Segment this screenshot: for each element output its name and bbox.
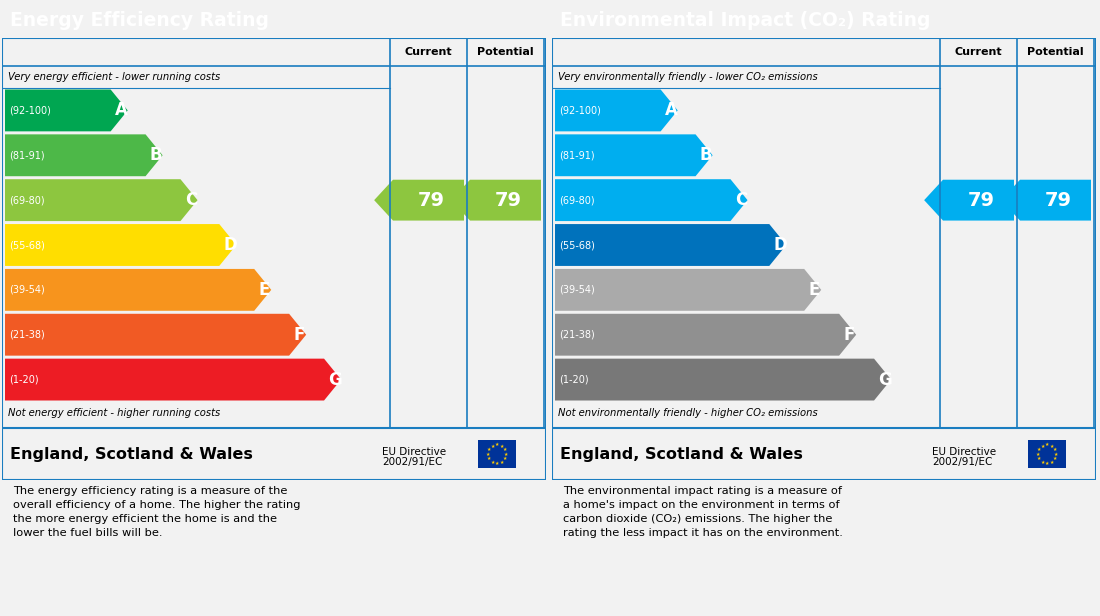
Polygon shape (6, 359, 341, 400)
Polygon shape (6, 134, 163, 176)
Text: ★: ★ (491, 444, 495, 448)
Text: Energy Efficiency Rating: Energy Efficiency Rating (10, 10, 269, 30)
Text: ★: ★ (487, 447, 492, 452)
Text: ★: ★ (1045, 461, 1049, 466)
Text: ★: ★ (495, 442, 499, 447)
Text: 2002/91/EC: 2002/91/EC (382, 457, 442, 467)
Polygon shape (556, 89, 678, 131)
Text: ★: ★ (1054, 452, 1058, 456)
Polygon shape (6, 179, 198, 221)
Text: (69-80): (69-80) (9, 195, 45, 205)
Text: 79: 79 (495, 190, 522, 209)
Text: B: B (700, 146, 713, 164)
Text: (92-100): (92-100) (559, 105, 601, 115)
Bar (1028, 440, 1066, 468)
Text: EU Directive: EU Directive (932, 447, 997, 457)
Text: G: G (878, 371, 892, 389)
Polygon shape (556, 314, 856, 355)
Text: ★: ★ (503, 447, 507, 452)
Text: Potential: Potential (477, 47, 534, 57)
Polygon shape (6, 269, 272, 311)
Text: ★: ★ (1041, 444, 1045, 448)
Text: D: D (223, 236, 238, 254)
Text: EU Directive: EU Directive (382, 447, 447, 457)
Polygon shape (556, 269, 822, 311)
Text: C: C (735, 191, 747, 209)
Text: (39-54): (39-54) (9, 285, 45, 295)
Polygon shape (1001, 180, 1091, 221)
Text: ★: ★ (499, 460, 504, 464)
Polygon shape (6, 224, 236, 266)
Text: ★: ★ (1049, 444, 1054, 448)
Text: ★: ★ (487, 456, 492, 461)
Text: Not energy efficient - higher running costs: Not energy efficient - higher running co… (8, 408, 220, 418)
Text: (92-100): (92-100) (9, 105, 51, 115)
Text: ★: ★ (491, 460, 495, 464)
Text: The energy efficiency rating is a measure of the
overall efficiency of a home. T: The energy efficiency rating is a measur… (13, 487, 300, 538)
Text: ★: ★ (1049, 460, 1054, 464)
Polygon shape (556, 224, 786, 266)
Polygon shape (556, 359, 891, 400)
Text: ★: ★ (1035, 452, 1040, 456)
Text: Current: Current (955, 47, 1002, 57)
Text: E: E (808, 281, 820, 299)
Text: Very energy efficient - lower running costs: Very energy efficient - lower running co… (8, 72, 220, 82)
Text: ★: ★ (1045, 442, 1049, 447)
Polygon shape (556, 134, 713, 176)
Text: England, Scotland & Wales: England, Scotland & Wales (10, 447, 253, 461)
Text: ★: ★ (1037, 456, 1042, 461)
Text: Very environmentally friendly - lower CO₂ emissions: Very environmentally friendly - lower CO… (558, 72, 817, 82)
Text: ★: ★ (1041, 460, 1045, 464)
Text: ★: ★ (1053, 456, 1057, 461)
Text: B: B (150, 146, 163, 164)
Text: Current: Current (405, 47, 452, 57)
Text: C: C (185, 191, 197, 209)
Polygon shape (924, 180, 1014, 221)
Text: (39-54): (39-54) (559, 285, 595, 295)
Text: F: F (294, 326, 305, 344)
Text: (21-38): (21-38) (9, 330, 45, 339)
Text: (81-91): (81-91) (9, 150, 45, 160)
Text: ★: ★ (1053, 447, 1057, 452)
Text: ★: ★ (503, 456, 507, 461)
Text: (55-68): (55-68) (559, 240, 595, 250)
Text: D: D (773, 236, 788, 254)
Bar (478, 440, 516, 468)
Polygon shape (6, 89, 128, 131)
Text: England, Scotland & Wales: England, Scotland & Wales (560, 447, 803, 461)
Text: ★: ★ (1037, 447, 1042, 452)
Text: Environmental Impact (CO₂) Rating: Environmental Impact (CO₂) Rating (560, 10, 931, 30)
Text: ★: ★ (504, 452, 508, 456)
Text: ★: ★ (485, 452, 490, 456)
Polygon shape (374, 180, 464, 221)
Text: (1-20): (1-20) (9, 375, 38, 384)
Text: Potential: Potential (1027, 47, 1084, 57)
Text: (21-38): (21-38) (559, 330, 595, 339)
Text: (69-80): (69-80) (559, 195, 595, 205)
Text: 79: 79 (1045, 190, 1072, 209)
Text: 79: 79 (418, 190, 446, 209)
Polygon shape (6, 314, 306, 355)
Text: 79: 79 (968, 190, 996, 209)
Text: Not environmentally friendly - higher CO₂ emissions: Not environmentally friendly - higher CO… (558, 408, 817, 418)
Text: (81-91): (81-91) (559, 150, 595, 160)
Text: ★: ★ (495, 461, 499, 466)
Text: A: A (114, 102, 128, 120)
Polygon shape (556, 179, 748, 221)
Text: A: A (664, 102, 678, 120)
Text: (55-68): (55-68) (9, 240, 45, 250)
Text: ★: ★ (499, 444, 504, 448)
Text: E: E (258, 281, 270, 299)
Text: F: F (844, 326, 855, 344)
Text: G: G (328, 371, 342, 389)
Text: 2002/91/EC: 2002/91/EC (932, 457, 992, 467)
Text: (1-20): (1-20) (559, 375, 588, 384)
Polygon shape (451, 180, 541, 221)
Text: The environmental impact rating is a measure of
a home's impact on the environme: The environmental impact rating is a mea… (563, 487, 843, 538)
